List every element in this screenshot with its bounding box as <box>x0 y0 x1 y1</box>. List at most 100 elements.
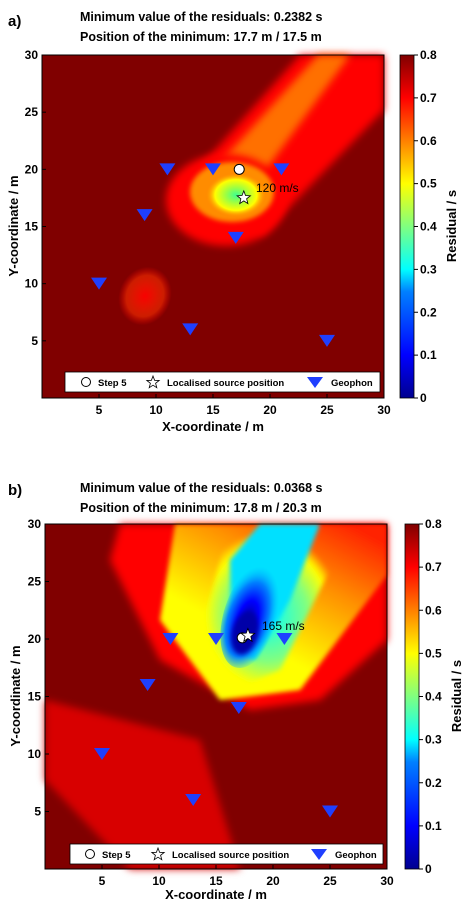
geophone-marker <box>182 323 199 336</box>
panel-a-heatmap <box>42 55 384 398</box>
panel-b-legend: Step 5 Localised source position Geophon <box>69 843 384 865</box>
panel-a-title-line1: Minimum value of the residuals: 0.2382 s <box>80 10 322 24</box>
x-tick-label: 30 <box>377 403 391 417</box>
panel-a-xlabel: X-coordinate / m <box>162 419 264 434</box>
panel-b-title-line1: Minimum value of the residuals: 0.0368 s <box>80 481 322 495</box>
geophone-marker <box>227 231 244 244</box>
colorbar-tick-label: 0.5 <box>420 177 437 191</box>
geophone-marker <box>94 748 110 760</box>
panel-a-markers <box>233 163 252 205</box>
panel-a-y-ticks: 5 10 15 20 25 30 <box>25 48 46 348</box>
geophone-marker <box>276 633 293 645</box>
geophone-marker <box>159 163 176 176</box>
legend-source-label: Localised source position <box>172 850 289 861</box>
colorbar-tick-label: 0.7 <box>420 91 437 105</box>
colorbar-tick-label: 0 <box>420 391 427 405</box>
y-tick-label: 30 <box>25 48 39 62</box>
source-position-marker <box>240 627 256 643</box>
panel-b-velocity-label: 165 m/s <box>262 619 305 633</box>
legend-source-label: Localised source position <box>167 378 284 389</box>
x-tick-label: 5 <box>99 874 106 888</box>
geophone-marker <box>319 334 335 347</box>
legend-geophone-label: Geophon <box>331 378 373 389</box>
panel-a-colorbar-label: Residual / s <box>444 190 459 262</box>
y-tick-label: 15 <box>28 690 42 704</box>
colorbar-tick-label: 0.1 <box>425 819 442 833</box>
x-tick-label: 30 <box>380 874 394 888</box>
colorbar-tick-label: 0.5 <box>425 646 442 660</box>
x-tick-label: 10 <box>152 874 166 888</box>
geophone-marker <box>230 702 247 714</box>
x-tick-label: 25 <box>323 874 337 888</box>
geophone-marker <box>205 163 221 176</box>
colorbar-tick-label: 0.2 <box>425 776 442 790</box>
step-circle-icon <box>81 377 91 387</box>
panel-b-x-ticks: 5 10 15 20 25 30 <box>99 865 394 888</box>
panel-b-heatmap <box>45 524 387 869</box>
geophone-marker <box>322 805 338 818</box>
x-tick-label: 5 <box>96 403 103 417</box>
panel-a: a) Minimum value of the residuals: 0.238… <box>6 10 459 434</box>
colorbar-tick-label: 0.8 <box>425 517 442 531</box>
panel-a-letter: a) <box>8 13 21 30</box>
panel-a-colorbar-ticks: 0 0.1 0.2 0.3 0.4 0.5 0.6 0.7 0.8 <box>414 48 437 405</box>
colorbar-tick-label: 0.8 <box>420 48 437 62</box>
geophone-marker <box>185 794 202 806</box>
star-icon <box>150 846 166 861</box>
panel-b-y-ticks: 5 10 15 20 25 30 <box>28 517 49 819</box>
panel-b-geophones <box>94 633 338 818</box>
panel-b: b) Minimum value of the residuals: 0.036… <box>8 481 464 899</box>
panel-b-colorbar <box>404 523 420 870</box>
panel-b-title-line2: Position of the minimum: 17.8 m / 20.3 m <box>80 501 322 515</box>
legend-geophone-label: Geophon <box>335 850 377 861</box>
geophone-marker <box>91 277 107 290</box>
geophone-triangle-icon <box>307 377 323 388</box>
geophone-marker <box>162 633 179 645</box>
x-tick-label: 20 <box>266 874 280 888</box>
legend-step-label: Step 5 <box>98 378 127 389</box>
panel-a-geophones <box>91 163 335 347</box>
y-tick-label: 30 <box>28 517 42 531</box>
panel-b-colorbar-label: Residual / s <box>449 660 464 732</box>
panel-a-x-ticks: 5 10 15 20 25 30 <box>96 394 391 417</box>
panel-b-colorbar-ticks: 0 0.1 0.2 0.3 0.4 0.5 0.6 0.7 0.8 <box>419 517 442 876</box>
x-tick-label: 20 <box>263 403 277 417</box>
panel-a-colorbar <box>399 54 415 399</box>
source-position-marker <box>236 189 252 205</box>
star-icon <box>145 374 161 389</box>
y-tick-label: 20 <box>28 632 42 646</box>
y-tick-label: 15 <box>25 220 39 234</box>
panel-b-letter: b) <box>8 482 22 499</box>
step-circle-icon <box>85 849 95 859</box>
colorbar-tick-label: 0.7 <box>425 560 442 574</box>
panel-b-markers <box>236 627 256 644</box>
geophone-triangle-icon <box>311 849 327 860</box>
colorbar-tick-label: 0.2 <box>420 305 437 319</box>
geophone-marker <box>273 163 290 176</box>
geophone-marker <box>139 679 156 691</box>
step5-marker <box>233 163 245 175</box>
x-tick-label: 15 <box>209 874 223 888</box>
geophone-marker <box>136 209 153 222</box>
panel-a-title-line2: Position of the minimum: 17.7 m / 17.5 m <box>80 30 322 44</box>
colorbar-tick-label: 0.3 <box>420 262 437 276</box>
y-tick-label: 20 <box>25 162 39 176</box>
legend-step-label: Step 5 <box>102 850 131 861</box>
colorbar-tick-label: 0.6 <box>420 134 437 148</box>
colorbar-tick-label: 0 <box>425 862 432 876</box>
panel-b-ylabel: Y-coordinate / m <box>8 645 23 746</box>
y-tick-label: 5 <box>34 805 41 819</box>
panel-a-ylabel: Y-coordinate / m <box>6 175 21 276</box>
y-tick-label: 10 <box>28 747 42 761</box>
colorbar-tick-label: 0.3 <box>425 733 442 747</box>
y-tick-label: 10 <box>25 277 39 291</box>
x-tick-label: 25 <box>320 403 334 417</box>
y-tick-label: 25 <box>28 575 42 589</box>
colorbar-tick-label: 0.6 <box>425 603 442 617</box>
panel-b-xlabel: X-coordinate / m <box>165 887 267 899</box>
x-tick-label: 15 <box>206 403 220 417</box>
colorbar-tick-label: 0.4 <box>425 690 442 704</box>
y-tick-label: 25 <box>25 105 39 119</box>
x-tick-label: 10 <box>149 403 163 417</box>
